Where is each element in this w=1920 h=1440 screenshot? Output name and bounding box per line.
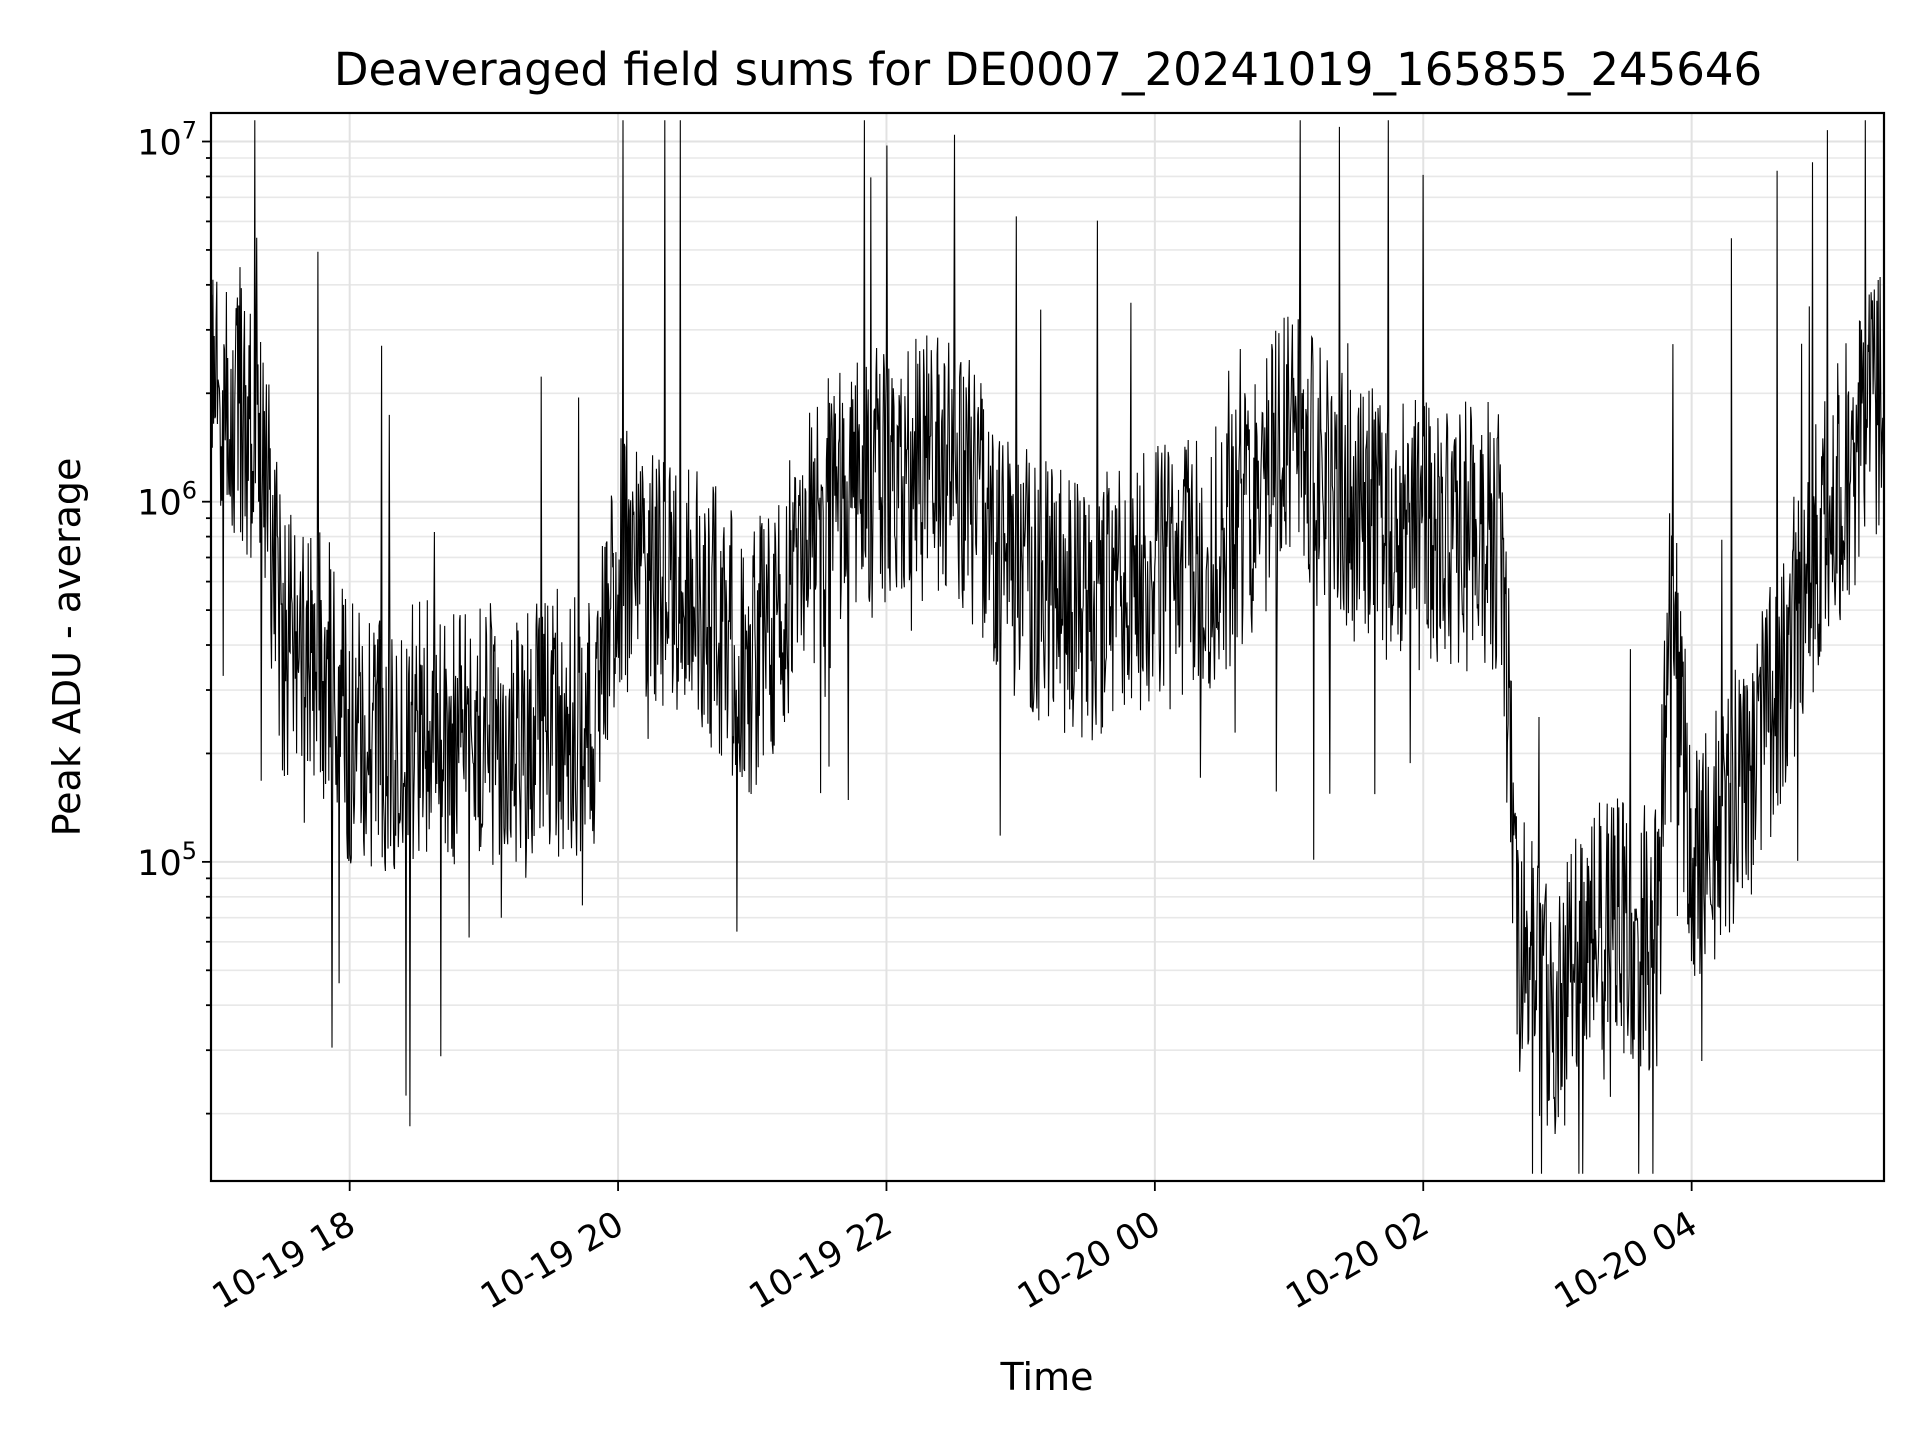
chart-title: Deaveraged field sums for DE0007_2024101… bbox=[334, 43, 1762, 96]
y-tick-label: 105 bbox=[137, 837, 197, 884]
plot-frame bbox=[209, 111, 1886, 1183]
x-axis-label: Time bbox=[1000, 1355, 1094, 1399]
y-axis-label: Peak ADU - average bbox=[45, 458, 89, 837]
y-tick-label: 107 bbox=[137, 117, 197, 164]
y-tick-label: 106 bbox=[137, 477, 197, 524]
series-line bbox=[210, 120, 1885, 1174]
series bbox=[210, 120, 1885, 1174]
y-axis-ticks: 105 106 107 bbox=[137, 117, 211, 1115]
